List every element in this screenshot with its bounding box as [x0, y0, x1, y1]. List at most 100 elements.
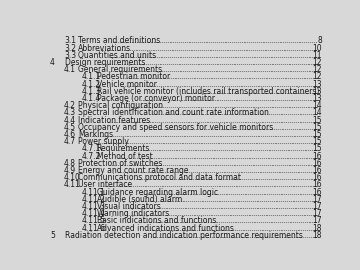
Text: .: . — [182, 80, 184, 89]
Text: .: . — [265, 36, 267, 45]
Text: .: . — [154, 123, 157, 132]
Text: .: . — [131, 159, 134, 168]
Text: .: . — [311, 94, 314, 103]
Text: .: . — [181, 202, 183, 211]
Text: .: . — [267, 188, 270, 197]
Text: .: . — [192, 58, 194, 67]
Text: .: . — [143, 144, 146, 153]
Text: .: . — [157, 137, 159, 146]
Text: .: . — [189, 65, 192, 74]
Text: .: . — [151, 231, 154, 240]
Text: .: . — [102, 43, 104, 53]
Text: .: . — [270, 58, 272, 67]
Text: .: . — [164, 144, 167, 153]
Text: .: . — [189, 166, 192, 175]
Text: .: . — [152, 94, 154, 103]
Text: .: . — [233, 51, 235, 60]
Text: .: . — [236, 144, 239, 153]
Text: .: . — [131, 72, 133, 81]
Text: .: . — [135, 195, 138, 204]
Text: .: . — [144, 94, 147, 103]
Text: .: . — [153, 224, 156, 232]
Text: .: . — [229, 43, 231, 53]
Text: .: . — [180, 151, 183, 161]
Text: .: . — [224, 108, 226, 117]
Text: .: . — [249, 202, 251, 211]
Text: .: . — [169, 180, 172, 189]
Text: .: . — [235, 151, 238, 161]
Text: .: . — [216, 173, 218, 182]
Text: .: . — [277, 159, 280, 168]
Text: 4.1.3: 4.1.3 — [81, 87, 100, 96]
Text: .: . — [163, 180, 166, 189]
Text: .: . — [199, 72, 202, 81]
Text: .: . — [273, 224, 275, 232]
Text: .: . — [239, 195, 242, 204]
Text: .: . — [172, 108, 175, 117]
Text: .: . — [189, 36, 191, 45]
Text: .: . — [287, 36, 289, 45]
Text: .: . — [206, 80, 209, 89]
Text: .: . — [105, 180, 107, 189]
Text: .: . — [273, 216, 275, 225]
Text: .: . — [220, 58, 223, 67]
Text: .: . — [153, 231, 156, 240]
Text: .: . — [230, 195, 232, 204]
Text: 4.7.1: 4.7.1 — [81, 144, 100, 153]
Text: .: . — [201, 58, 204, 67]
Text: .: . — [166, 195, 168, 204]
Text: .: . — [314, 137, 317, 146]
Text: .: . — [244, 123, 246, 132]
Text: .: . — [270, 144, 273, 153]
Text: .: . — [198, 43, 201, 53]
Text: .: . — [183, 51, 186, 60]
Text: .: . — [176, 144, 178, 153]
Text: .: . — [150, 123, 153, 132]
Text: .: . — [244, 116, 247, 124]
Text: .: . — [208, 43, 210, 53]
Text: .: . — [307, 80, 309, 89]
Text: .: . — [250, 130, 252, 139]
Text: .: . — [161, 80, 163, 89]
Text: .: . — [234, 101, 236, 110]
Text: .: . — [260, 130, 262, 139]
Text: .: . — [244, 173, 247, 182]
Text: .: . — [147, 36, 149, 45]
Text: .: . — [274, 65, 277, 74]
Text: .: . — [250, 80, 252, 89]
Text: .: . — [280, 173, 283, 182]
Text: .: . — [217, 123, 219, 132]
Text: .: . — [287, 58, 289, 67]
Text: .: . — [232, 159, 234, 168]
Text: .: . — [132, 166, 135, 175]
Text: .: . — [173, 202, 176, 211]
Text: .: . — [187, 123, 189, 132]
Text: .: . — [248, 188, 251, 197]
Text: .: . — [222, 180, 225, 189]
Text: .: . — [145, 216, 148, 225]
Text: .: . — [111, 36, 113, 45]
Text: .: . — [152, 72, 154, 81]
Text: .: . — [311, 130, 313, 139]
Text: .: . — [254, 130, 256, 139]
Text: .: . — [120, 36, 123, 45]
Text: .: . — [226, 195, 229, 204]
Text: .: . — [315, 58, 318, 67]
Text: .: . — [273, 116, 275, 124]
Text: .: . — [158, 101, 160, 110]
Text: .: . — [165, 130, 167, 139]
Text: .: . — [204, 51, 207, 60]
Text: .: . — [279, 195, 282, 204]
Text: .: . — [219, 123, 221, 132]
Text: .: . — [164, 123, 166, 132]
Text: .: . — [262, 224, 264, 232]
Text: .: . — [224, 202, 227, 211]
Text: .: . — [167, 101, 170, 110]
Text: .: . — [229, 166, 231, 175]
Text: .: . — [197, 72, 200, 81]
Text: .: . — [252, 188, 255, 197]
Text: .: . — [183, 87, 185, 96]
Text: .: . — [271, 173, 273, 182]
Text: .: . — [147, 195, 149, 204]
Text: .: . — [188, 202, 191, 211]
